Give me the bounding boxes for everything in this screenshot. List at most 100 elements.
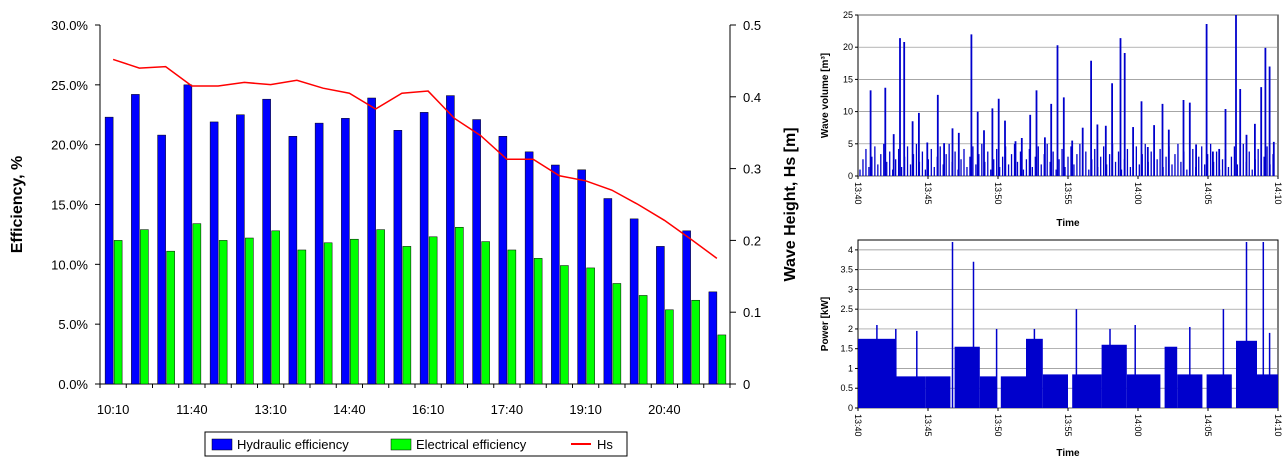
y-tick-label: 0.5 [840, 383, 853, 393]
legend-label-hs: Hs [597, 437, 613, 452]
power-block [925, 376, 951, 408]
hydraulic-efficiency-bar [314, 122, 324, 385]
x-axis-title: Time [1056, 448, 1080, 457]
y-tick-label: 4 [848, 245, 853, 255]
power-chart: 0 0.5 1 1.5 2 2.5 3 3.5 4 13:40 13:45 13:50 13:55 14:… [820, 239, 1282, 457]
x-tick-label: 10:10 [97, 402, 130, 417]
electrical-efficiency-bar [560, 265, 569, 385]
hydraulic-efficiency-bar [682, 230, 691, 385]
legend-swatch-hydraulic [211, 438, 233, 451]
legend-label-electrical: Electrical efficiency [416, 437, 527, 452]
hydraulic-efficiency-bar [288, 136, 298, 385]
y-tick-label: 25 [843, 10, 853, 20]
y-axis-title: Wave volume [m³] [820, 53, 831, 138]
electrical-efficiency-bar [533, 258, 543, 385]
y-tick-label: 1 [848, 363, 853, 373]
y-tick-label: 2.5 [840, 304, 853, 314]
electrical-efficiency-bar [665, 309, 674, 385]
power-block [1257, 374, 1278, 408]
x-tick-label: 13:40 [853, 414, 863, 437]
electrical-efficiency-bar [297, 249, 307, 385]
power-block [1164, 346, 1178, 408]
y-tick-label: 20 [843, 42, 853, 52]
y2-tick-label: 0 [743, 377, 750, 392]
y-tick-label: 5.0% [58, 317, 88, 332]
hydraulic-efficiency-bar [367, 97, 376, 385]
efficiency-wave-height-chart: 0.0% 5.0% 10.0% 15.0% 20.0% 25.0% 30.0% 0 0.1 0.2… [9, 18, 799, 457]
power-block [1126, 374, 1161, 408]
electrical-efficiency-bar [691, 299, 700, 385]
hydraulic-efficiency-bar [577, 169, 586, 385]
y-tick-label: 20.0% [51, 138, 88, 153]
x-tick-label: 13:10 [254, 402, 287, 417]
hydraulic-efficiency-bar [656, 246, 665, 385]
y2-tick-label: 0.4 [743, 90, 761, 105]
x-tick-label: 14:05 [1203, 414, 1213, 437]
x-axis-title: Time [1056, 218, 1080, 229]
x-tick-label: 13:40 [853, 182, 863, 205]
hydraulic-efficiency-bar [131, 94, 140, 385]
y-tick-label: 15 [843, 74, 853, 84]
y-tick-label: 5 [848, 139, 853, 149]
electrical-efficiency-bar [166, 250, 175, 385]
legend-box [204, 431, 628, 457]
power-block [1000, 376, 1026, 408]
y-tick-label: 3.5 [840, 265, 853, 275]
x-tick-label: 14:10 [1273, 182, 1282, 205]
x-tick-label: 14:10 [1273, 414, 1282, 437]
electrical-efficiency-bar [455, 226, 464, 385]
electrical-efficiency-bar [245, 237, 254, 385]
y-tick-label: 2 [848, 324, 853, 334]
power-block [1206, 374, 1232, 408]
x-tick-label: 14:05 [1203, 182, 1213, 205]
electrical-efficiency-bar [481, 241, 490, 385]
power-block [895, 376, 926, 408]
plot-area [857, 14, 1279, 177]
hydraulic-efficiency-bar [183, 84, 193, 385]
electrical-efficiency-bar [140, 229, 149, 385]
power-block [1101, 344, 1127, 408]
y-axis-title: Efficiency, % [9, 156, 26, 254]
hydraulic-efficiency-bar [157, 134, 166, 385]
y-axis-title: Power [kW] [820, 297, 831, 351]
electrical-efficiency-bar [192, 223, 202, 385]
wave-volume-chart: 0 5 10 15 20 25 13:40 13:45 13:50 13:55 14:00 14:05… [820, 10, 1282, 229]
y-tick-label: 10 [843, 107, 853, 117]
y2-tick-label: 0.2 [743, 233, 761, 248]
hydraulic-efficiency-bar [341, 118, 350, 385]
hydraulic-efficiency-bar [551, 164, 560, 385]
electrical-efficiency-bar [376, 229, 385, 385]
x-tick-label: 19:10 [569, 402, 602, 417]
x-tick-label: 16:10 [412, 402, 445, 417]
y-tick-label: 0 [848, 403, 853, 413]
electrical-efficiency-bar [638, 295, 648, 385]
power-block [954, 346, 980, 408]
electrical-efficiency-bar [271, 230, 280, 385]
legend: Hydraulic efficiency Electrical efficienc… [204, 431, 628, 457]
y-tick-label: 0.0% [58, 377, 88, 392]
x-tick-label: 13:45 [923, 414, 933, 437]
electrical-efficiency-bar [218, 240, 228, 385]
y-tick-label: 30.0% [51, 18, 88, 33]
electrical-efficiency-bar [350, 238, 359, 385]
x-tick-label: 11:40 [176, 402, 208, 417]
hydraulic-efficiency-bar [524, 151, 534, 385]
y2-axis-title: Wave Height, Hs [m] [782, 127, 799, 281]
power-block [1042, 374, 1068, 408]
y2-tick-label: 0.5 [743, 18, 761, 33]
x-tick-label: 14:00 [1133, 414, 1143, 437]
x-tick-label: 13:55 [1063, 414, 1073, 437]
power-block [979, 376, 997, 408]
hydraulic-efficiency-bar [446, 95, 455, 385]
electrical-efficiency-bar [113, 240, 123, 385]
legend-swatch-electrical [390, 438, 412, 451]
y-tick-label: 25.0% [51, 78, 88, 93]
x-tick-label: 13:50 [993, 414, 1003, 437]
y-tick-label: 10.0% [51, 257, 88, 272]
legend-label-hydraulic: Hydraulic efficiency [237, 437, 349, 452]
hydraulic-efficiency-bar [603, 198, 613, 385]
y2-tick-label: 0.3 [743, 162, 761, 177]
y-tick-label: 0 [848, 171, 853, 181]
hydraulic-efficiency-bar [262, 98, 271, 385]
hydraulic-efficiency-bar [393, 130, 403, 385]
